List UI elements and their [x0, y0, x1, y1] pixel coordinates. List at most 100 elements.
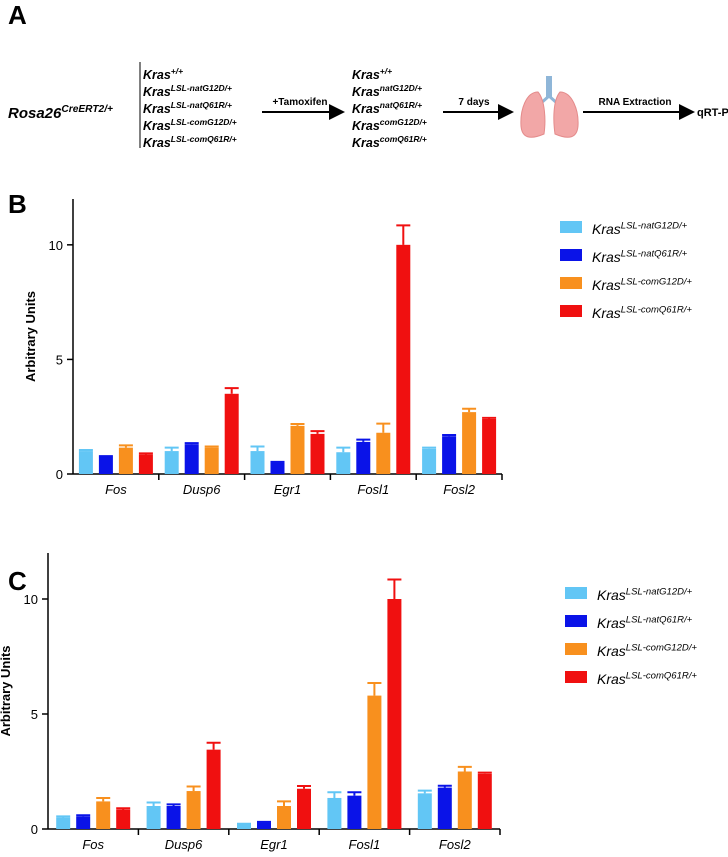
bar — [206, 749, 221, 829]
x-tick-label: Fos — [105, 482, 127, 497]
legend-label-base: Kras — [592, 221, 621, 237]
x-tick-label: Egr1 — [260, 837, 287, 852]
legend-swatch — [560, 249, 582, 261]
legend-label: KrasLSL-natG12D/+ — [597, 586, 693, 603]
error-bar — [417, 789, 432, 794]
legend-label-base: Kras — [597, 615, 626, 631]
legend-label: KrasLSL-comQ61R/+ — [597, 670, 697, 687]
error-bar — [347, 791, 362, 796]
genotype-base: Kras — [352, 85, 380, 99]
genotype: KrasnatQ61R/+ — [352, 100, 422, 116]
genotype-sup: LSL-natQ61R/+ — [171, 100, 232, 110]
error-bar — [56, 815, 71, 818]
error-bar — [250, 445, 265, 452]
x-tick-label: Dusp6 — [165, 837, 203, 852]
bar — [367, 695, 382, 829]
start-genotype-sup: CreERT2/+ — [61, 104, 113, 115]
error-bar — [257, 820, 271, 823]
genotype-base: Kras — [143, 102, 171, 116]
bar — [417, 793, 432, 829]
legend-label-sup: LSL-comG12D/+ — [621, 276, 693, 287]
error-bar — [462, 407, 477, 413]
genotype-base: Kras — [143, 68, 171, 82]
error-bar — [376, 422, 391, 433]
genotype: KrasLSL-comG12D/+ — [143, 117, 237, 133]
error-bar — [270, 460, 285, 463]
error-bar — [206, 741, 221, 750]
step-label: 7 days — [458, 97, 490, 108]
legend-label: KrasLSL-comG12D/+ — [592, 276, 692, 293]
bar — [96, 801, 111, 829]
legend-swatch — [560, 277, 582, 289]
genotype-sup: +/+ — [380, 66, 392, 76]
error-bar — [116, 807, 131, 810]
panel-label: C — [8, 566, 27, 596]
genotype-sup: comG12D/+ — [380, 117, 427, 127]
genotype-base: Kras — [143, 85, 171, 99]
genotype-base: Kras — [352, 136, 380, 150]
error-bar — [356, 438, 371, 442]
bar — [184, 444, 199, 474]
genotype: KrascomQ61R/+ — [352, 134, 427, 150]
genotype-base: Kras — [143, 136, 171, 150]
legend-label-sup: LSL-natG12D/+ — [626, 586, 693, 597]
step-label: +Tamoxifen — [272, 97, 327, 108]
genotype-sup: LSL-natG12D/+ — [171, 83, 232, 93]
bar — [76, 816, 91, 829]
x-tick-label: Fos — [82, 837, 104, 852]
legend-label-base: Kras — [592, 249, 621, 265]
bar — [442, 436, 457, 474]
legend-swatch — [560, 221, 582, 233]
bar — [250, 451, 265, 474]
end-label: qRT-PCR — [697, 107, 728, 119]
bar — [477, 773, 492, 829]
legend-label-sup: LSL-natG12D/+ — [621, 220, 688, 231]
genotype-base: Kras — [352, 119, 380, 133]
bar — [462, 412, 477, 474]
genotype-sup: LSL-comG12D/+ — [171, 117, 237, 127]
legend-swatch — [565, 671, 587, 683]
bar — [387, 599, 402, 829]
bar — [327, 797, 342, 829]
genotype-base: Kras — [352, 68, 380, 82]
error-bar — [146, 801, 161, 806]
legend-label: KrasLSL-natQ61R/+ — [592, 248, 688, 265]
bar — [224, 393, 239, 474]
genotype-base: Kras — [352, 102, 380, 116]
legend-label-base: Kras — [592, 305, 621, 321]
error-bar — [224, 387, 239, 394]
x-tick-label: Dusp6 — [183, 482, 221, 497]
legend-label-base: Kras — [592, 277, 621, 293]
error-bar — [310, 430, 325, 434]
legend-label-sup: LSL-natQ61R/+ — [626, 614, 693, 625]
error-bar — [477, 771, 492, 774]
bar — [164, 451, 179, 474]
bar — [277, 806, 291, 829]
genotype: Kras+/+ — [143, 66, 183, 82]
y-tick-label: 5 — [31, 707, 38, 722]
legend-label: KrasLSL-comG12D/+ — [597, 642, 697, 659]
genotype: KrasLSL-natG12D/+ — [143, 83, 232, 99]
genotype-sup: +/+ — [171, 66, 183, 76]
error-bar — [367, 681, 382, 696]
error-bar — [164, 446, 179, 452]
legend-swatch — [565, 615, 587, 627]
start-genotype: Rosa26CreERT2/+ — [8, 104, 113, 122]
error-bar — [442, 434, 457, 437]
error-bar — [297, 784, 311, 789]
bar — [422, 448, 437, 474]
error-bar — [76, 814, 91, 817]
genotype: KrasnatG12D/+ — [352, 83, 422, 99]
x-tick-label: Fosl2 — [443, 482, 476, 497]
genotype-sup: LSL-comQ61R/+ — [171, 134, 237, 144]
y-tick-label: 10 — [49, 238, 63, 253]
bar — [356, 441, 371, 474]
step-label: RNA Extraction — [599, 97, 672, 108]
bar — [138, 454, 153, 474]
genotype: KrascomG12D/+ — [352, 117, 427, 133]
legend-label-base: Kras — [597, 671, 626, 687]
bar — [186, 791, 201, 829]
bar — [482, 419, 497, 474]
bar — [376, 432, 391, 474]
